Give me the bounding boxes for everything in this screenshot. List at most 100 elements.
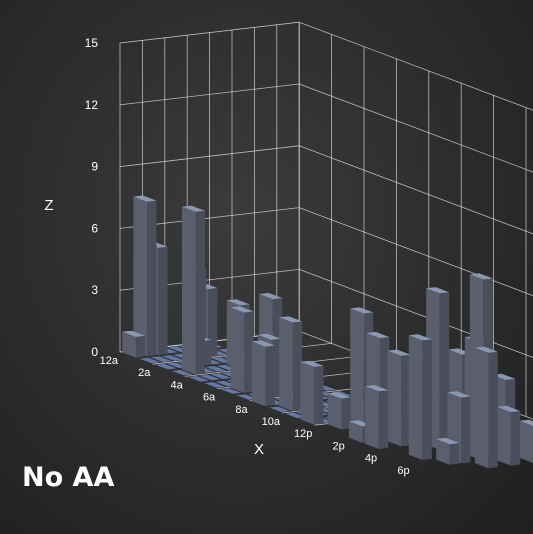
bar xyxy=(182,205,205,375)
x-tick-label: 2a xyxy=(138,367,151,379)
floor-tile xyxy=(205,366,227,372)
z-tick-label: 9 xyxy=(91,160,98,174)
x-tick-label: 2p xyxy=(333,440,345,452)
x-tick-label: 6a xyxy=(203,392,216,404)
z-tick-label: 15 xyxy=(85,36,99,50)
gridline xyxy=(299,21,533,111)
bar xyxy=(408,334,432,460)
bar-front-face xyxy=(122,331,136,358)
floor-tile xyxy=(269,406,290,413)
bar-front-face xyxy=(474,347,489,469)
bar-top-face xyxy=(258,333,281,340)
floor-tile xyxy=(150,356,172,362)
bar-side-face xyxy=(147,200,157,357)
bar-side-face xyxy=(195,210,205,375)
bar xyxy=(300,360,324,425)
bar-side-face xyxy=(292,321,303,412)
floor-tile xyxy=(171,369,193,376)
floor-tile xyxy=(204,382,226,388)
bar-side-face xyxy=(439,292,450,450)
floor-tile xyxy=(188,376,209,382)
bar-front-face xyxy=(365,386,379,449)
bar-front-face xyxy=(408,335,423,460)
bar xyxy=(133,195,157,357)
bar-top-face xyxy=(436,437,460,445)
bar-side-face xyxy=(510,411,521,466)
floor-tile xyxy=(199,374,221,381)
x-tick-label: 12a xyxy=(100,355,119,367)
bar-top-face xyxy=(259,292,283,300)
bar xyxy=(436,437,460,465)
bar-top-face xyxy=(182,205,205,212)
bar-top-face xyxy=(365,385,389,392)
bar xyxy=(279,316,303,412)
bar-side-face xyxy=(341,397,351,430)
bar xyxy=(230,306,254,393)
bar-top-face xyxy=(133,195,157,202)
bar xyxy=(327,392,351,430)
bar-front-face xyxy=(436,439,450,465)
floor-tile xyxy=(220,388,242,394)
bar-top-face xyxy=(279,316,303,323)
bar-front-face xyxy=(519,420,533,463)
floor-tile xyxy=(161,355,183,361)
bar xyxy=(122,330,146,358)
bar-top-face xyxy=(327,392,351,399)
bar xyxy=(497,405,521,466)
bar xyxy=(365,385,389,449)
antialias-mode-label: No AA xyxy=(22,462,115,493)
bar-front-face xyxy=(182,206,196,375)
x-tick-label: 6p xyxy=(397,465,409,477)
bar-top-face xyxy=(474,346,498,353)
bar xyxy=(251,340,275,407)
x-tick-label: 8a xyxy=(235,404,248,416)
bar-front-face xyxy=(327,393,342,430)
gridline xyxy=(299,83,533,173)
bar-top-face xyxy=(387,349,411,356)
bar xyxy=(387,349,411,447)
bar-top-face xyxy=(408,334,432,341)
bar-top-face xyxy=(469,273,493,280)
bar-top-face xyxy=(497,405,521,412)
bar-top-face xyxy=(226,299,250,306)
x-tick-label: 10a xyxy=(262,416,281,428)
bar-front-face xyxy=(279,317,293,412)
bar-front-face xyxy=(251,341,266,407)
bar-top-face xyxy=(426,287,450,294)
bar-side-face xyxy=(244,311,254,393)
floor-tile xyxy=(210,373,232,379)
bar-top-face xyxy=(350,307,374,314)
z-tick-label: 3 xyxy=(91,283,98,297)
gridline xyxy=(299,145,533,235)
axis-ticks: 0 3 6 9 12 15 12a 2a 4a 6a 8a 10a 12p 2p 4p 6p xyxy=(85,36,410,477)
gridline xyxy=(299,207,533,297)
x-tick-label: 4a xyxy=(171,379,184,391)
z-axis-title: Z xyxy=(44,197,53,214)
x-tick-label: 12p xyxy=(294,428,312,440)
bar-side-face xyxy=(265,345,275,407)
bar-top-face xyxy=(230,306,254,313)
bar-top-face xyxy=(447,391,471,398)
bar xyxy=(474,346,498,469)
bar-side-face xyxy=(461,396,471,464)
bar-top-face xyxy=(366,331,390,339)
bar-front-face xyxy=(349,421,363,443)
bar-front-face xyxy=(387,350,402,447)
x-axis-title: X xyxy=(254,441,264,458)
bar-front-face xyxy=(230,307,245,393)
bar-top-face xyxy=(300,360,324,367)
bar-side-face xyxy=(314,365,324,425)
bar-front-face xyxy=(133,196,147,357)
bar-top-face xyxy=(122,330,146,337)
bar-side-face xyxy=(449,443,460,465)
bar-side-face xyxy=(378,390,389,449)
floor-tile xyxy=(155,363,177,370)
bar-top-face xyxy=(251,340,275,347)
bar-side-face xyxy=(135,335,146,358)
floor-tile xyxy=(139,357,161,364)
bar-side-face xyxy=(488,351,498,469)
x-tick-label: 4p xyxy=(365,453,377,465)
z-tick-label: 6 xyxy=(91,221,98,235)
bar-front-face xyxy=(497,406,511,466)
